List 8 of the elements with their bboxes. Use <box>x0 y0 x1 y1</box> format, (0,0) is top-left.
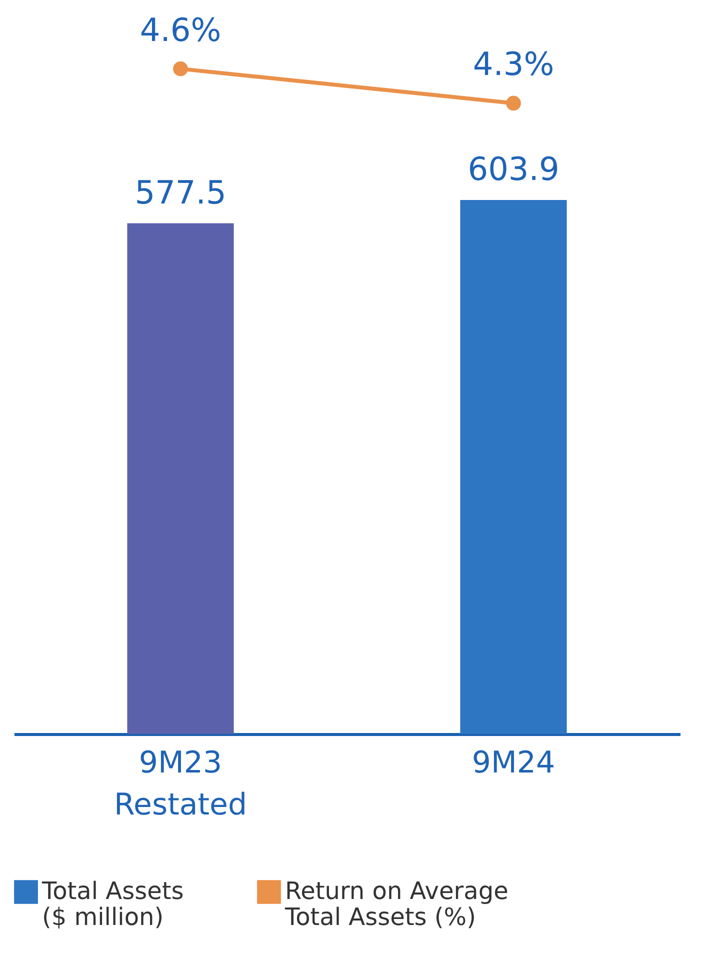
x-tick-label: 9M24 <box>472 746 556 780</box>
data-label: 4.3% <box>472 45 554 84</box>
data-label: 603.9 <box>468 150 560 188</box>
data-label: 577.5 <box>134 173 226 212</box>
legend-label: Total Assets ($ million) <box>41 877 184 931</box>
data-label: 4.6% <box>140 10 222 49</box>
x-tick-label: 9M23 Restated <box>114 746 247 822</box>
legend-label: Return on Average Total Assets (%) <box>284 877 508 931</box>
